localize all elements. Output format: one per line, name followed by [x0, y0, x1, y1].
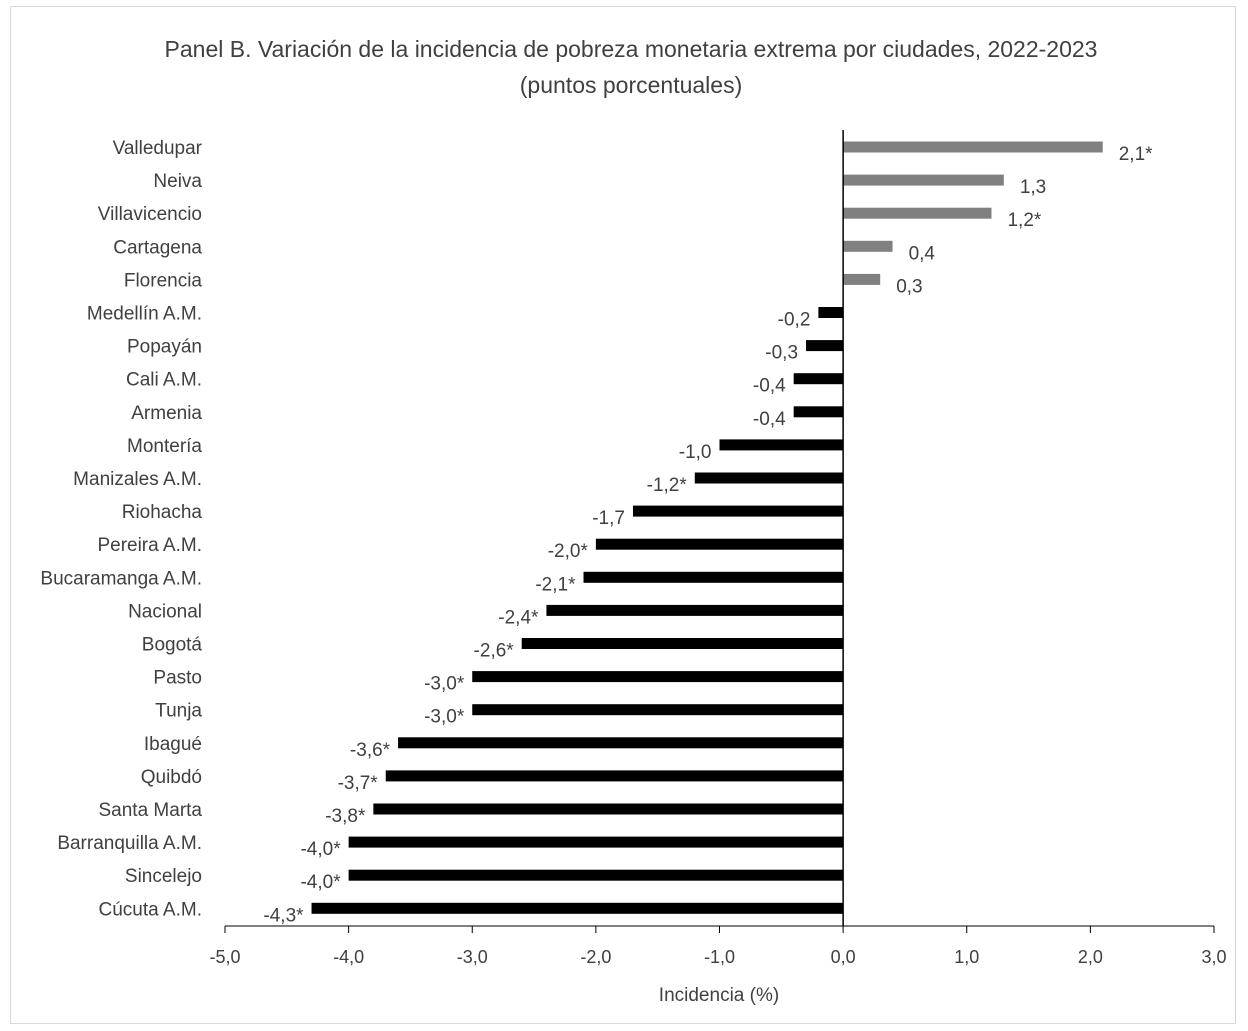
bar-6: [806, 340, 844, 352]
bar-18: [398, 737, 844, 749]
x-tick-label: 3,0: [1201, 947, 1226, 967]
data-label: -1,7: [592, 508, 625, 529]
category-label: Pereira A.M.: [97, 535, 202, 556]
data-label: -0,4: [753, 376, 786, 397]
x-tick-label: -2,0: [580, 947, 611, 967]
bar-20: [373, 803, 844, 815]
bar-5: [818, 307, 844, 318]
data-label: -1,0: [679, 442, 712, 463]
category-label: Manizales A.M.: [73, 469, 202, 490]
x-tick-label: -4,0: [333, 947, 364, 967]
bar-0: [843, 141, 1103, 153]
bar-10: [694, 472, 844, 484]
category-label: Cartagena: [113, 237, 202, 258]
category-label: Popayán: [127, 337, 202, 358]
bar-14: [546, 604, 844, 616]
category-label: Riohacha: [122, 502, 203, 523]
data-label: -3,0*: [424, 707, 465, 728]
category-label: Florencia: [124, 270, 203, 291]
data-label: -2,6*: [474, 641, 515, 662]
bar-9: [719, 439, 844, 451]
bar-22: [348, 869, 844, 881]
data-label: -0,3: [765, 343, 798, 364]
bar-19: [385, 770, 844, 782]
data-label: 0,4: [909, 243, 936, 264]
bar-15: [521, 638, 844, 649]
chart-title: Panel B. Variación de la incidencia de p…: [164, 36, 1098, 98]
x-tick-label: -5,0: [209, 947, 240, 967]
bar-3: [843, 240, 893, 252]
category-label: Bucaramanga A.M.: [40, 568, 202, 589]
data-label: -4,0*: [300, 839, 341, 860]
data-label: -4,0*: [300, 872, 341, 893]
category-label: Bogotá: [142, 635, 203, 656]
data-label: -0,2: [778, 310, 811, 331]
x-tick-label: 1,0: [954, 947, 979, 967]
category-label: Villavicencio: [98, 204, 202, 225]
category-label: Cali A.M.: [126, 370, 202, 391]
data-label: 1,3: [1020, 177, 1046, 198]
data-label: -1,2*: [647, 475, 688, 496]
category-label: Sincelejo: [125, 866, 202, 887]
bar-8: [793, 406, 844, 418]
data-label: -3,8*: [325, 806, 366, 827]
data-label: -2,1*: [535, 574, 576, 595]
bar-1: [843, 174, 1004, 186]
x-tick-label: 2,0: [1078, 947, 1103, 967]
data-label: -3,6*: [350, 740, 391, 761]
data-label: -0,4: [753, 409, 786, 430]
x-tick-label: 0,0: [831, 947, 856, 967]
data-label: -2,4*: [498, 607, 539, 628]
bar-11: [632, 505, 844, 517]
data-label: -3,0*: [424, 674, 465, 695]
category-label: Nacional: [128, 601, 202, 622]
bar-2: [843, 207, 992, 219]
category-label: Neiva: [153, 171, 202, 192]
bar-4: [843, 273, 881, 285]
data-label: 1,2*: [1007, 210, 1041, 231]
category-label: Tunja: [155, 701, 202, 722]
category-label: Santa Marta: [99, 800, 203, 821]
x-tick-label: -1,0: [704, 947, 735, 967]
category-label: Cúcuta A.M.: [99, 899, 203, 920]
data-label: -3,7*: [338, 773, 379, 794]
category-label: Ibagué: [144, 734, 202, 755]
data-label: -4,3*: [263, 905, 304, 926]
bar-12: [595, 538, 844, 550]
bar-21: [348, 836, 844, 848]
chart-frame: Panel B. Variación de la incidencia de p…: [10, 6, 1236, 1024]
category-label: Pasto: [153, 668, 202, 689]
bar-17: [472, 704, 844, 716]
category-label: Quibdó: [141, 767, 202, 788]
data-label: -2,0*: [548, 541, 589, 562]
bar-16: [472, 671, 844, 683]
x-tick-label: -3,0: [457, 947, 488, 967]
category-label: Barranquilla A.M.: [57, 833, 202, 854]
data-label: 2,1*: [1119, 144, 1153, 165]
bar-13: [583, 571, 844, 583]
bar-7: [793, 373, 844, 385]
category-label: Armenia: [131, 403, 202, 424]
category-label: Medellín A.M.: [87, 304, 202, 325]
data-label: 0,3: [896, 276, 922, 297]
category-label: Valledupar: [113, 138, 203, 159]
bar-23: [311, 902, 844, 914]
category-label: Montería: [127, 436, 202, 457]
x-axis-label: Incidencia (%): [659, 985, 779, 1006]
